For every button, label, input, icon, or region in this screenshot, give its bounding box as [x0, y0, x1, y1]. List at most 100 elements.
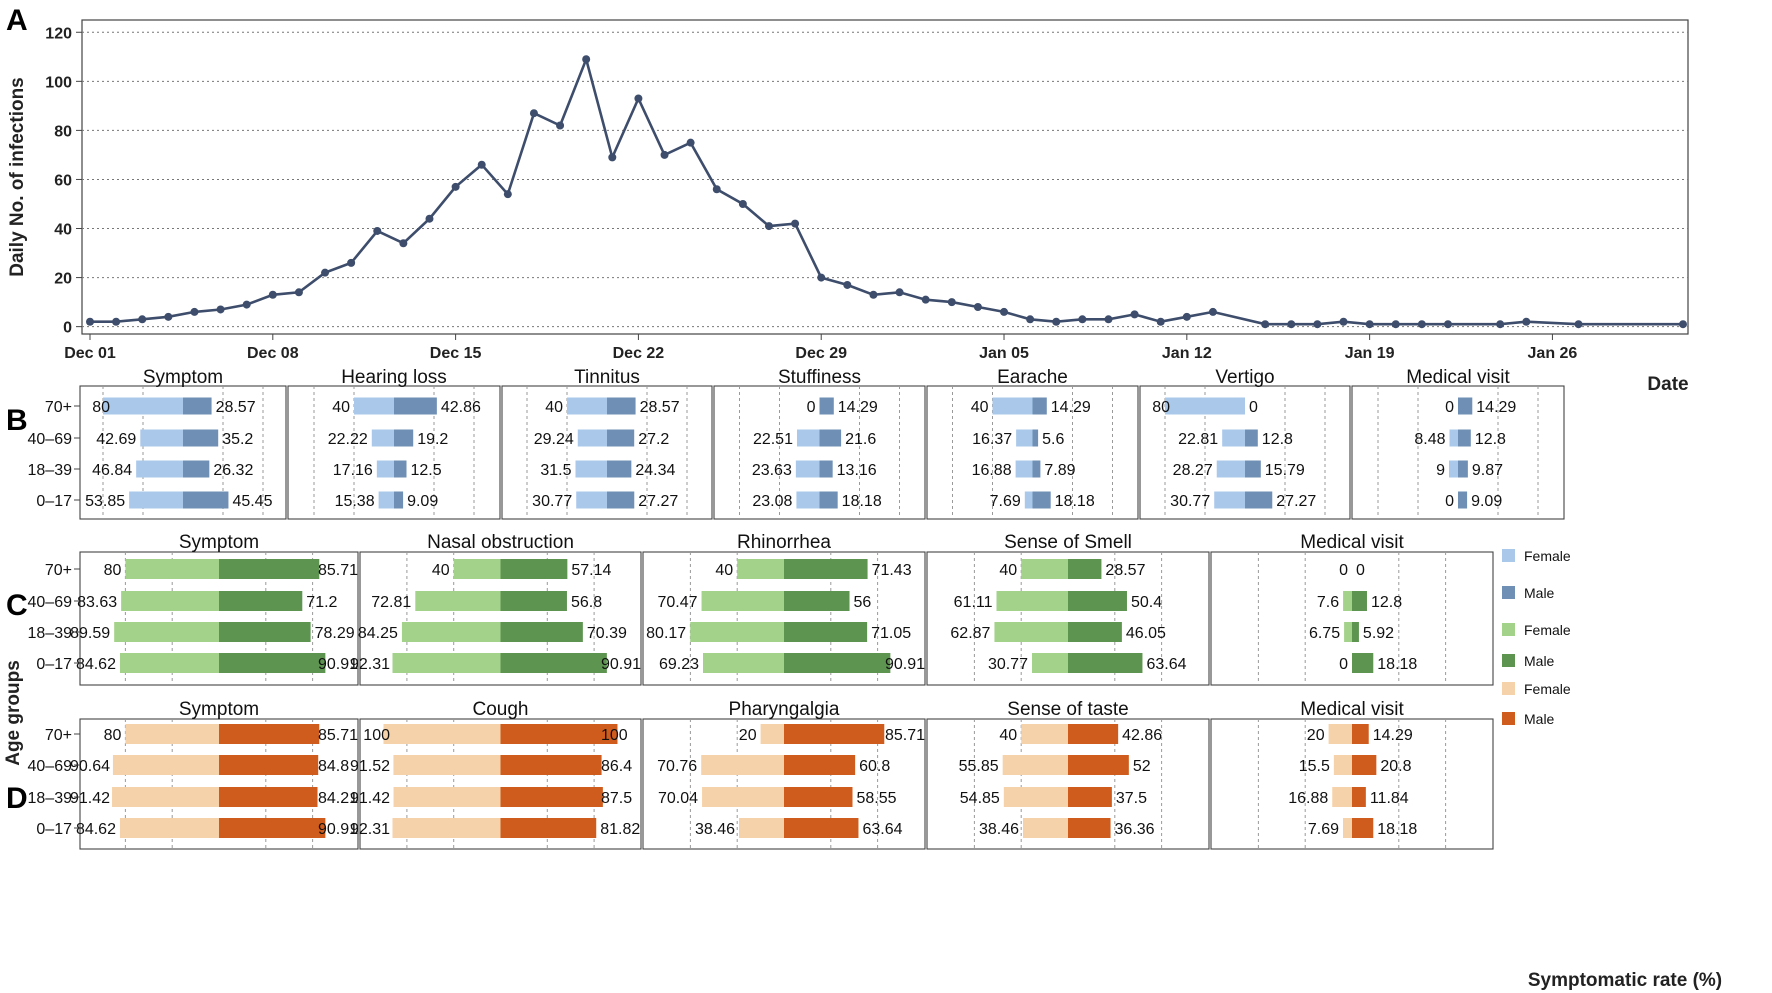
subplot-frame: [642, 718, 926, 850]
male-value-label: 19.2: [417, 431, 448, 448]
female-bar: [125, 724, 219, 744]
legend-swatch: [1502, 712, 1515, 725]
male-bar: [1458, 397, 1473, 415]
female-value-label: 55.85: [959, 758, 999, 775]
panel-a-data-point: [138, 315, 147, 324]
female-bar: [354, 397, 394, 415]
male-value-label: 7.89: [1044, 462, 1075, 479]
female-bar: [992, 397, 1033, 415]
male-value-label: 9.87: [1472, 462, 1503, 479]
male-bar: [219, 755, 319, 775]
subplot-title: Hearing loss: [341, 367, 447, 388]
male-bar: [219, 653, 326, 673]
panel-a-data-point: [425, 214, 434, 223]
male-value-label: 90.91: [318, 656, 358, 673]
male-value-label: 85.71: [318, 562, 358, 579]
panel-d-subplot: Medical visit 20 14.29 15.5 20.8 16.88 11.84 7.…: [1210, 699, 1494, 850]
male-bar: [394, 460, 407, 478]
panel-a-data-point: [373, 226, 382, 235]
male-value-label: 87.5: [601, 790, 632, 807]
male-value-label: 14.29: [1051, 399, 1091, 416]
male-bar: [1068, 559, 1102, 579]
female-value-label: 54.85: [960, 790, 1000, 807]
panel-c-age-ticks: 70+ 40–69 18–39 0–17: [28, 562, 80, 673]
panel-a-xtick-label: Dec 29: [795, 345, 847, 362]
panel-a-y-ticks: 0 20 40 60 80 100 120: [45, 25, 82, 337]
female-value-label: 17.16: [333, 462, 373, 479]
panel-a-data-point: [242, 300, 251, 309]
subplot-frame: [79, 718, 359, 850]
subplot-title: Sense of taste: [1007, 699, 1128, 720]
panel-a-data-point: [895, 288, 904, 297]
female-bar: [1343, 818, 1352, 838]
panel-b-subplot: Medical visit 0 14.29 8.48 12.8 9 9.87 0 9.09: [1351, 367, 1565, 520]
panel-a-ytick-label: 20: [54, 271, 72, 288]
panel-a-data-point: [1130, 310, 1139, 319]
subplot-title: Symptom: [179, 699, 259, 720]
female-value-label: 100: [363, 727, 390, 744]
male-value-label: 18.18: [842, 493, 882, 510]
female-bar: [1343, 591, 1352, 611]
legend-label: Female: [1524, 622, 1571, 638]
female-bar: [575, 460, 607, 478]
female-bar: [1165, 397, 1245, 415]
female-value-label: 31.5: [540, 462, 571, 479]
panel-a-data-point: [1522, 317, 1531, 326]
age-group-tick-label: 70+: [45, 399, 72, 416]
panel-a-data-point: [294, 288, 303, 297]
male-bar: [1068, 653, 1143, 673]
bar-panels: Symptom 80 28.57 42.69 35.2 46.84 26.32 53.85 45…: [28, 367, 1565, 850]
female-bar: [739, 818, 784, 838]
female-bar: [393, 755, 501, 775]
panel-b-subplot: Vertigo 80 0 22.81 12.8 28.27 15.79 30.77 27.27: [1139, 367, 1351, 520]
female-value-label: 40: [999, 727, 1017, 744]
male-bar: [183, 460, 210, 478]
panel-a-data-point: [1339, 317, 1348, 326]
panel-a-data-point: [764, 222, 773, 231]
panel-letter-b: B: [6, 404, 28, 437]
age-group-tick-label: 18–39: [28, 462, 73, 479]
male-value-label: 90.91: [601, 656, 641, 673]
panel-b-age-ticks: 70+ 40–69 18–39 0–17: [28, 399, 80, 510]
panel-a-data-point: [1078, 315, 1087, 324]
subplot-title: Rhinorrhea: [737, 532, 831, 553]
male-value-label: 9.09: [407, 493, 438, 510]
subplot-frame: [926, 551, 1210, 686]
female-bar: [1344, 622, 1352, 642]
female-value-label: 22.22: [328, 431, 368, 448]
female-bar: [114, 622, 219, 642]
panel-a-data-point: [347, 258, 356, 267]
subplot-frame: [79, 385, 287, 520]
male-bar: [819, 397, 834, 415]
female-bar: [1328, 724, 1352, 744]
panel-a-data-point: [1443, 320, 1452, 329]
male-value-label: 0: [1356, 562, 1365, 579]
female-bar: [994, 622, 1068, 642]
subplot-frame: [642, 551, 926, 686]
female-value-label: 61.11: [954, 594, 993, 611]
male-bar: [394, 397, 437, 415]
male-value-label: 70.39: [587, 625, 627, 642]
panel-a-data-point: [1417, 320, 1426, 329]
female-bar: [701, 755, 784, 775]
male-bar: [1032, 460, 1041, 478]
female-value-label: 40: [999, 562, 1017, 579]
subplot-frame: [926, 718, 1210, 850]
female-bar: [567, 397, 607, 415]
male-bar: [1068, 591, 1127, 611]
male-value-label: 42.86: [441, 399, 481, 416]
panel-a-xtick-label: Jan 12: [1162, 345, 1212, 362]
female-bar: [1333, 755, 1352, 775]
legend-label: Male: [1524, 653, 1555, 669]
male-value-label: 90.91: [318, 821, 358, 838]
female-value-label: 91.42: [350, 790, 390, 807]
female-value-label: 80: [1152, 399, 1170, 416]
male-value-label: 81.82: [600, 821, 640, 838]
age-group-tick-label: 70+: [45, 562, 72, 579]
male-bar: [1068, 818, 1111, 838]
female-value-label: 0: [1339, 656, 1348, 673]
subplot-title: Medical visit: [1406, 367, 1510, 388]
